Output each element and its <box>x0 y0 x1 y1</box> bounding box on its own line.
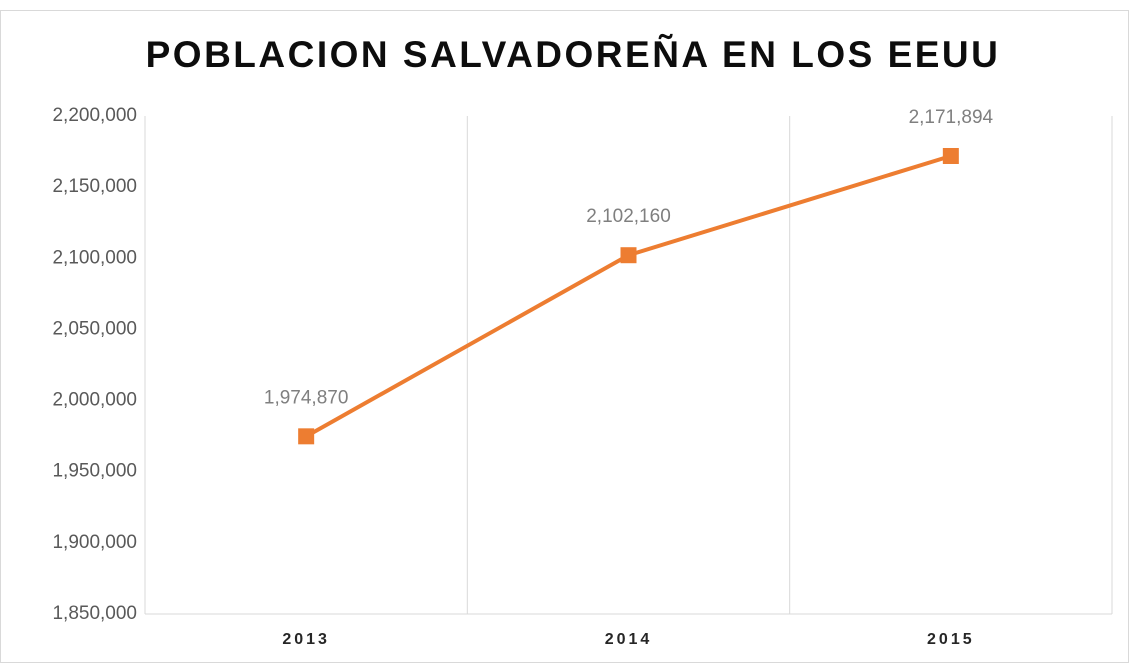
y-tick-label: 1,900,000 <box>52 532 137 553</box>
chart-title: POBLACION SALVADOREÑA EN LOS EEUU <box>146 33 1001 75</box>
y-tick-label: 2,200,000 <box>52 105 137 126</box>
y-tick-label: 2,150,000 <box>52 176 137 197</box>
y-tick-label: 1,850,000 <box>52 603 137 624</box>
marker <box>942 147 959 164</box>
marker <box>298 428 315 445</box>
y-tick-label: 2,100,000 <box>52 247 137 268</box>
data-label: 2,102,160 <box>586 206 671 227</box>
y-tick-label: 2,000,000 <box>52 390 137 411</box>
data-label: 2,171,894 <box>909 107 994 128</box>
x-tick-label: 2013 <box>282 631 330 648</box>
x-tick-label: 2015 <box>927 631 975 648</box>
y-tick-label: 2,050,000 <box>52 318 137 339</box>
x-tick-label: 2014 <box>605 631 653 648</box>
chart-border <box>0 10 1129 663</box>
marker <box>620 247 637 264</box>
data-label: 1,974,870 <box>264 387 349 408</box>
y-tick-label: 1,950,000 <box>52 461 137 482</box>
